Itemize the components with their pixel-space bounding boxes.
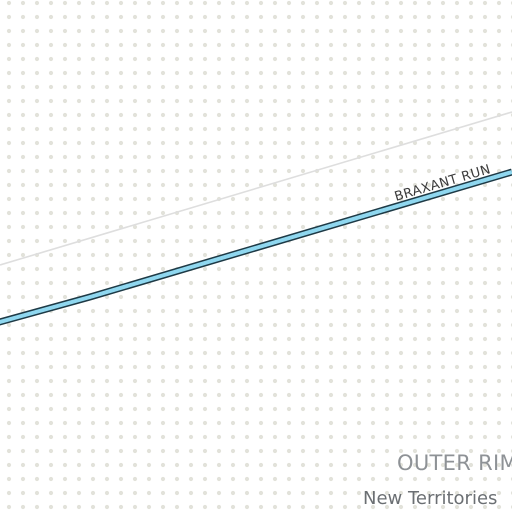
sector-boundary-line: [0, 111, 512, 266]
subregion-label: New Territories: [363, 488, 497, 509]
hyperlane-route[interactable]: [0, 170, 512, 324]
region-label: OUTER RIM: [397, 451, 512, 475]
